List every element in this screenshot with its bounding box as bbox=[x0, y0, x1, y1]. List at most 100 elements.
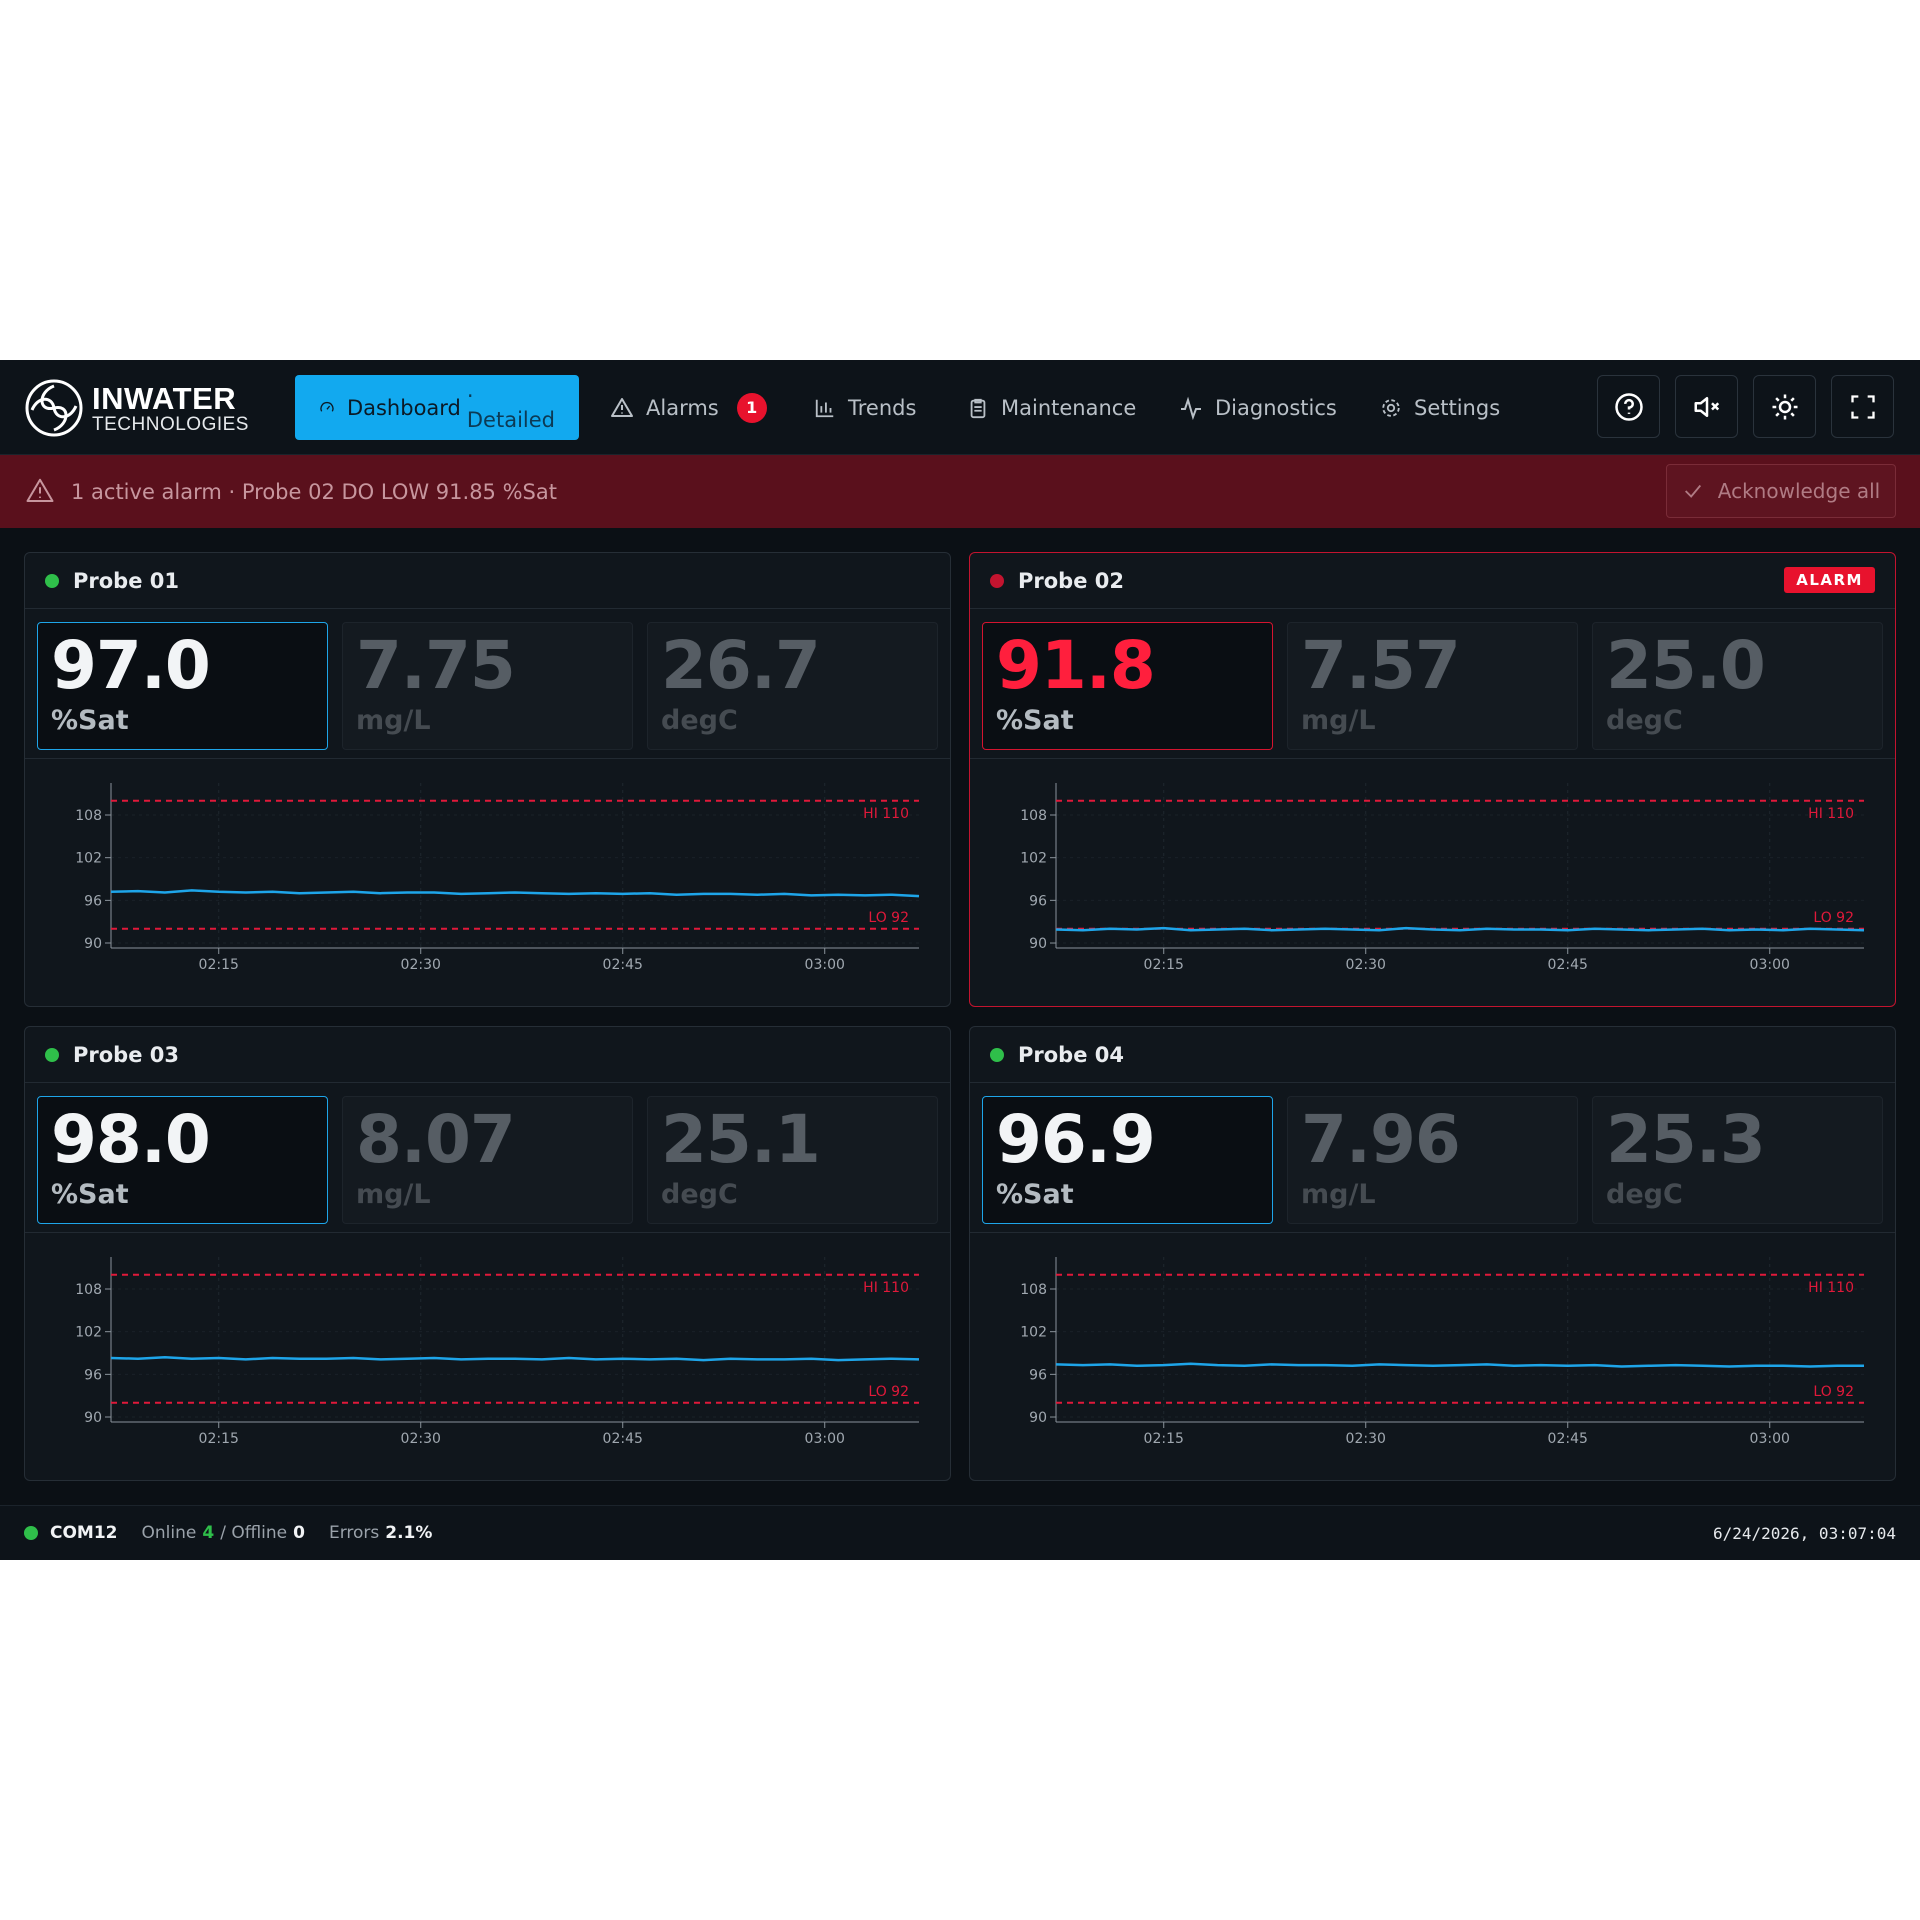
fullscreen-button[interactable] bbox=[1831, 375, 1894, 438]
reading-tile[interactable]: 8.07 mg/L bbox=[342, 1096, 633, 1224]
reading-tile[interactable]: 7.75 mg/L bbox=[342, 622, 633, 750]
errors-value: 2.1% bbox=[385, 1523, 433, 1543]
probe-header: Probe 01 bbox=[25, 553, 950, 609]
icon-mute bbox=[1694, 396, 1719, 417]
alarm-count-badge: 1 bbox=[736, 392, 767, 423]
x-tick-label: 02:30 bbox=[1346, 957, 1386, 973]
probe-card: Probe 01 97.0 %Sat 7.75 mg/L 26.7 degC 02:15 02:… bbox=[24, 552, 951, 1007]
threshold-label: LO 92 bbox=[1813, 1384, 1854, 1400]
reading-tile[interactable]: 25.1 degC bbox=[647, 1096, 938, 1224]
help-button[interactable] bbox=[1597, 375, 1660, 438]
y-tick-label: 90 bbox=[1029, 1410, 1047, 1426]
acknowledge-button[interactable]: Acknowledge all bbox=[1666, 464, 1896, 518]
y-tick-label: 102 bbox=[1020, 1325, 1047, 1341]
nav-maintenance[interactable]: Maintenance bbox=[967, 375, 1136, 440]
trend-chart: 02:15 02:30 02:45 03:00 90 96 102 108 HI 110 LO 9… bbox=[1020, 783, 1865, 973]
nav-label: Settings bbox=[1414, 395, 1501, 420]
status-dot bbox=[45, 1047, 59, 1062]
threshold-label: LO 92 bbox=[868, 1384, 909, 1400]
probe-card: Probe 03 98.0 %Sat 8.07 mg/L 25.1 degC 02:15 02:… bbox=[24, 1026, 951, 1481]
probe-name: Probe 04 bbox=[1018, 1042, 1124, 1067]
threshold-label: HI 110 bbox=[863, 806, 909, 822]
alarm-text: 1 active alarm · Probe 02 DO LOW 91.85 %… bbox=[71, 479, 557, 504]
theme-button[interactable] bbox=[1753, 375, 1816, 438]
acknowledge-label: Acknowledge all bbox=[1717, 479, 1881, 503]
reading-tile[interactable]: 97.0 %Sat bbox=[37, 622, 328, 750]
offline-count: 0 bbox=[293, 1523, 305, 1543]
reading-tile[interactable]: 26.7 degC bbox=[647, 622, 938, 750]
readings: 96.9 %Sat 7.96 mg/L 25.3 degC bbox=[970, 1083, 1895, 1233]
status-bar: COM12 Online 4 / Offline 0 Errors 2.1% 6… bbox=[0, 1505, 1920, 1560]
nav-settings[interactable]: Settings bbox=[1380, 375, 1500, 440]
reading-tile[interactable]: 25.0 degC bbox=[1592, 622, 1883, 750]
timestamp: 6/24/2026, 03:07:04 bbox=[1712, 1523, 1896, 1543]
reading-tile[interactable]: 91.8 %Sat bbox=[982, 622, 1273, 750]
online-label: Online bbox=[141, 1523, 197, 1543]
status-dot bbox=[45, 573, 59, 588]
x-tick-label: 02:45 bbox=[1548, 957, 1588, 973]
dashboard: INWATER TECHNOLOGIES Dashboard · Detaile… bbox=[0, 360, 1920, 1560]
reading-value: 7.57 bbox=[1301, 627, 1461, 704]
reading-value: 25.0 bbox=[1606, 627, 1766, 704]
nav-dashboard[interactable]: Dashboard · Detailed bbox=[295, 375, 579, 440]
nav-label: Trends bbox=[848, 395, 917, 420]
y-tick-label: 102 bbox=[75, 1325, 102, 1341]
alarm-badge: ALARM bbox=[1784, 567, 1875, 593]
reading-tile[interactable]: 7.57 mg/L bbox=[1287, 622, 1578, 750]
logo: INWATER TECHNOLOGIES bbox=[24, 378, 249, 438]
reading-value: 98.0 bbox=[51, 1101, 211, 1178]
reading-tile[interactable]: 25.3 degC bbox=[1592, 1096, 1883, 1224]
icon-alert bbox=[26, 478, 54, 502]
icon-alert bbox=[611, 397, 633, 417]
nav-diagnostics[interactable]: Diagnostics bbox=[1179, 375, 1337, 440]
probe-name: Probe 02 bbox=[1018, 568, 1124, 593]
y-tick-label: 102 bbox=[75, 851, 102, 867]
nav-trends[interactable]: Trends bbox=[814, 375, 916, 440]
mute-button[interactable] bbox=[1675, 375, 1738, 438]
trend-chart: 02:15 02:30 02:45 03:00 90 96 102 108 HI 110 LO 9… bbox=[1020, 1257, 1864, 1447]
x-tick-label: 02:45 bbox=[1548, 1431, 1588, 1447]
reading-unit: degC bbox=[1606, 705, 1683, 736]
threshold-label: LO 92 bbox=[868, 910, 909, 926]
brand: INWATER TECHNOLOGIES bbox=[92, 383, 249, 434]
y-tick-label: 102 bbox=[1020, 851, 1047, 867]
probe-header: Probe 03 bbox=[25, 1027, 950, 1083]
reading-value: 25.1 bbox=[661, 1101, 821, 1178]
icon-clipboard bbox=[970, 398, 986, 418]
trend-chart: 02:15 02:30 02:45 03:00 90 96 102 108 HI 110 LO 9… bbox=[75, 783, 920, 973]
errors-label: Errors bbox=[328, 1523, 380, 1543]
probe-grid: Probe 01 97.0 %Sat 7.75 mg/L 26.7 degC 02:15 02:… bbox=[0, 528, 1920, 1505]
icon-bars bbox=[815, 399, 834, 417]
reading-unit: %Sat bbox=[51, 705, 129, 736]
brand-sub: TECHNOLOGIES bbox=[92, 413, 249, 435]
y-tick-label: 108 bbox=[75, 1282, 102, 1298]
nav-label: Diagnostics bbox=[1215, 395, 1337, 420]
reading-unit: degC bbox=[1606, 1179, 1683, 1210]
x-tick-label: 03:00 bbox=[1750, 1431, 1790, 1447]
reading-tile[interactable]: 98.0 %Sat bbox=[37, 1096, 328, 1224]
status-dot bbox=[990, 573, 1004, 588]
x-tick-label: 02:15 bbox=[1144, 1431, 1184, 1447]
reading-unit: degC bbox=[661, 1179, 738, 1210]
icon-check bbox=[1684, 484, 1701, 498]
nav-suffix: · Detailed bbox=[466, 383, 556, 432]
probe-name: Probe 03 bbox=[73, 1042, 179, 1067]
reading-tile[interactable]: 7.96 mg/L bbox=[1287, 1096, 1578, 1224]
reading-tile[interactable]: 96.9 %Sat bbox=[982, 1096, 1273, 1224]
header: INWATER TECHNOLOGIES Dashboard · Detaile… bbox=[0, 360, 1920, 455]
probe-card: Probe 02 ALARM 91.8 %Sat 7.57 mg/L 25.0 degC 02:… bbox=[969, 552, 1896, 1007]
reading-value: 25.3 bbox=[1606, 1101, 1766, 1178]
threshold-label: HI 110 bbox=[1808, 806, 1854, 822]
threshold-label: HI 110 bbox=[863, 1280, 909, 1296]
reading-value: 7.75 bbox=[356, 627, 516, 704]
y-tick-label: 90 bbox=[84, 936, 102, 952]
x-tick-label: 02:30 bbox=[1346, 1431, 1386, 1447]
x-tick-label: 03:00 bbox=[805, 957, 845, 973]
threshold-label: HI 110 bbox=[1808, 1280, 1854, 1296]
reading-value: 26.7 bbox=[661, 627, 821, 704]
y-tick-label: 96 bbox=[1029, 893, 1047, 909]
reading-value: 7.96 bbox=[1301, 1101, 1461, 1178]
reading-unit: mg/L bbox=[1301, 1179, 1376, 1210]
port-status-dot bbox=[24, 1526, 38, 1540]
nav-alarms[interactable]: Alarms 1 bbox=[610, 375, 767, 440]
